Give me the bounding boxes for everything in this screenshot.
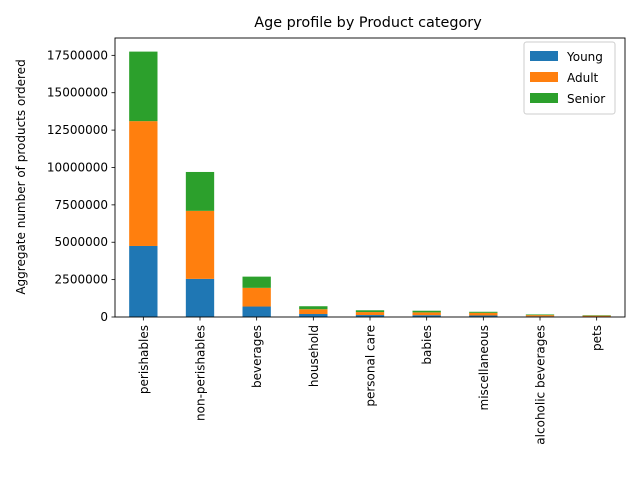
legend: Young Adult Senior (523, 41, 616, 115)
y-axis: 0 2500000 5000000 7500000 10000000 12500000 15… (47, 48, 115, 324)
bar-adult-1 (185, 210, 215, 279)
y-tick-label: 17500000 (47, 48, 108, 62)
bar-adult-3 (299, 309, 328, 315)
bar-senior-3 (299, 306, 328, 310)
legend-swatch-adult (530, 72, 558, 82)
bar-young-3 (299, 314, 328, 317)
x-tick-label: miscellaneous (477, 325, 491, 410)
legend-label-adult: Adult (567, 71, 599, 85)
bar-adult-4 (355, 312, 385, 316)
x-tick-label: alcoholic beverages (534, 325, 548, 445)
bar-senior-0 (129, 51, 158, 122)
y-tick-label: 15000000 (47, 86, 108, 100)
bar-adult-0 (129, 121, 158, 246)
bar-adult-7 (525, 315, 555, 317)
plot-frame (114, 37, 626, 318)
bar-adult-8 (582, 315, 611, 317)
y-tick-label: 5000000 (55, 235, 108, 249)
chart-title: Age profile by Product category (254, 15, 482, 31)
x-tick-label: non-perishables (194, 325, 208, 421)
x-tick-label: perishables (137, 325, 151, 394)
y-tick-label: 2500000 (55, 273, 108, 287)
legend-label-senior: Senior (567, 92, 605, 106)
bars (129, 51, 611, 317)
bar-adult-6 (469, 312, 498, 316)
bar-young-1 (185, 278, 215, 317)
x-tick-label: pets (590, 325, 604, 351)
bar-senior-2 (242, 276, 271, 288)
x-axis: perishables non-perishables beverages house… (137, 317, 604, 445)
y-tick-label: 0 (100, 310, 108, 324)
bar-young-0 (129, 245, 158, 317)
bar-senior-4 (355, 310, 385, 313)
bar-young-4 (355, 315, 385, 317)
bar-adult-2 (242, 287, 271, 307)
x-tick-label: household (307, 325, 321, 387)
y-tick-label: 7500000 (55, 198, 108, 212)
bar-senior-1 (185, 171, 215, 211)
bar-senior-6 (469, 311, 498, 313)
legend-swatch-young (530, 51, 558, 61)
bar-senior-7 (525, 314, 555, 316)
y-tick-label: 10000000 (47, 160, 108, 174)
x-tick-label: beverages (250, 325, 264, 388)
y-tick-label: 12500000 (47, 123, 108, 137)
legend-label-young: Young (566, 50, 603, 64)
bar-senior-5 (412, 310, 441, 313)
bar-adult-5 (412, 312, 441, 316)
legend-swatch-senior (530, 93, 558, 103)
bar-young-6 (469, 315, 498, 317)
bar-young-5 (412, 315, 441, 317)
x-tick-label: personal care (364, 325, 378, 407)
x-tick-label: babies (420, 325, 434, 365)
y-axis-label: Aggregate number of products ordered (14, 59, 28, 294)
bar-young-2 (242, 306, 271, 317)
